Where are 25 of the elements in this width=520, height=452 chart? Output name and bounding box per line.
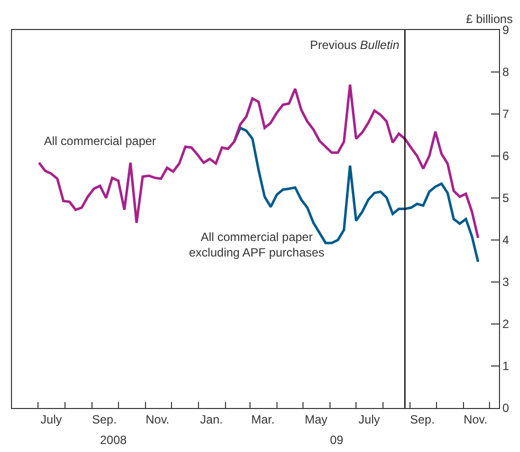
series-label: All commercial paper (44, 134, 156, 148)
text: 2008 (100, 433, 128, 447)
x-tick-label: Nov. (464, 412, 488, 426)
y-tick-label: 2 (502, 317, 510, 332)
x-tick-label: Nov. (146, 412, 170, 426)
y-tick-label: 6 (502, 149, 510, 164)
x-tick-label: July (358, 412, 380, 426)
x-tick-label: July (40, 412, 62, 426)
y-tick-label: 3 (502, 275, 510, 290)
x-tick-label: May (304, 412, 328, 426)
y-tick-label: 8 (502, 65, 510, 80)
y-tick-label: 5 (502, 191, 510, 206)
x-tick-label: Jan. (200, 412, 223, 426)
series-label: All commercial paper excluding APF purchases (189, 230, 324, 260)
ref-line-label: Previous Bulletin (310, 38, 400, 52)
y-tick-label: 0 (502, 401, 510, 416)
y-tick-label: 4 (502, 233, 510, 248)
x-tick-label: Sep. (410, 412, 435, 426)
y-tick-label: 9 (502, 23, 510, 38)
text: 09 (330, 433, 344, 447)
y-tick-label: 1 (502, 359, 510, 374)
y-tick-label: 7 (502, 107, 510, 122)
x-tick-label: Mar. (251, 412, 275, 426)
y-axis-title: £ billions (466, 12, 513, 26)
x-tick-label: Sep. (92, 412, 117, 426)
